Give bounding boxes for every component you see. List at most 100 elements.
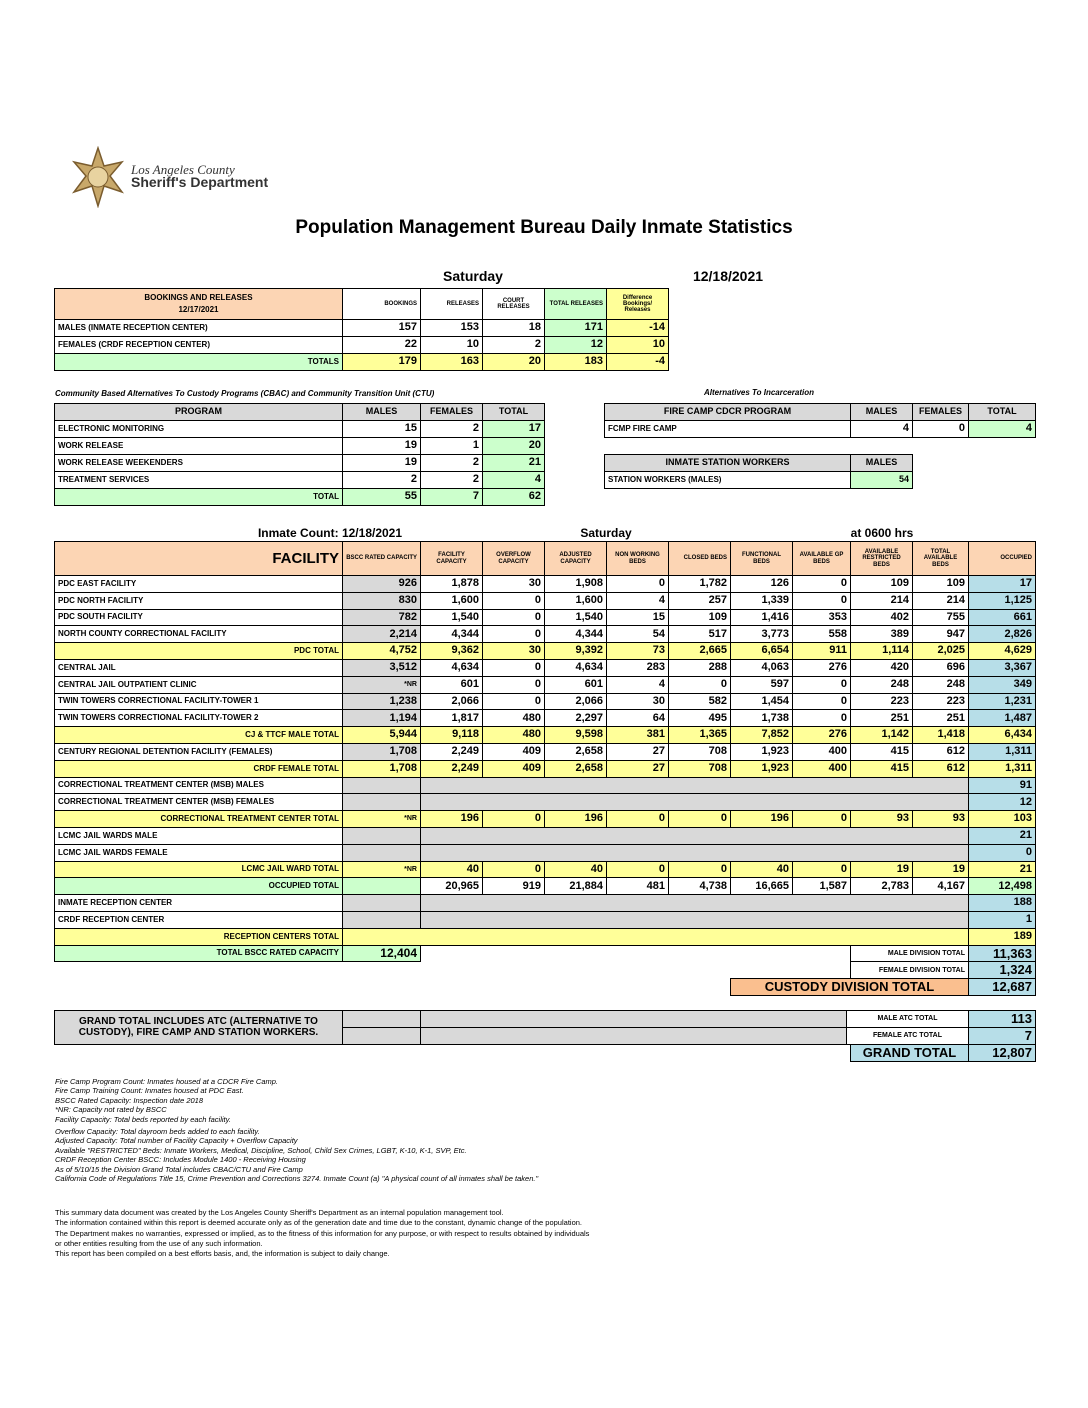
value-cell: 4,634 (420, 659, 483, 677)
value-cell: 283 (606, 659, 669, 677)
value-cell: 517 (668, 625, 731, 644)
value-cell: 196 (420, 810, 483, 828)
value-cell: 0 (912, 420, 969, 438)
value-cell: 3,773 (730, 625, 793, 644)
blank-cell (342, 911, 421, 929)
value-cell: 93 (912, 810, 969, 828)
occupied-cell: 349 (968, 675, 1036, 694)
value-cell: -4 (606, 353, 669, 371)
value-cell: 4,063 (730, 659, 793, 677)
value-cell: 4,752 (342, 642, 421, 660)
value-cell: 183 (544, 353, 607, 371)
value-cell: 0 (482, 860, 545, 879)
blank-cell (342, 894, 421, 912)
facility-label: CORRECTIONAL TREATMENT CENTER TOTAL (54, 810, 343, 828)
row-label: WORK RELEASE WEEKENDERS (54, 454, 343, 472)
footnote: *NR: Capacity not rated by BSCC (55, 1105, 167, 1115)
occupied-cell: 1,311 (968, 759, 1036, 778)
value-cell: 19 (342, 454, 421, 472)
blank-cell (420, 1027, 847, 1045)
facility-label: PDC NORTH FACILITY (54, 591, 343, 610)
value-cell: 3,512 (342, 659, 421, 677)
facility-label: INMATE RECEPTION CENTER (54, 894, 343, 912)
facility-label: OCCUPIED TOTAL (54, 877, 343, 896)
value-cell: 18 (482, 319, 545, 337)
value-cell: 696 (912, 659, 969, 677)
column-header: MALES (850, 403, 913, 421)
footnote: CRDF Reception Center BSCC: Includes Mod… (55, 1155, 306, 1165)
facility-label: PDC SOUTH FACILITY (54, 608, 343, 627)
footnote: California Code of Regulations Title 15,… (55, 1174, 539, 1183)
value-cell: 0 (482, 659, 545, 677)
value-cell: 30 (482, 575, 545, 593)
value-cell: 109 (912, 575, 969, 593)
value-cell: 0 (606, 575, 669, 593)
cbac-title: Community Based Alternatives To Custody … (55, 389, 435, 398)
value-cell: 4 (482, 471, 545, 489)
value-cell: 1,238 (342, 692, 421, 711)
value-cell: 109 (668, 608, 731, 627)
value-cell: 4,167 (912, 877, 969, 896)
facility-label: RECEPTION CENTERS TOTAL (54, 927, 343, 946)
value-cell: 21,884 (544, 877, 607, 896)
value-cell: 2,025 (912, 642, 969, 660)
grand-total-note: GRAND TOTAL INCLUDES ATC (ALTERNATIVE TO… (54, 1010, 343, 1045)
value-cell: 480 (482, 726, 545, 744)
facility-label: CJ & TTCF MALE TOTAL (54, 726, 343, 744)
occupied-cell: 6,434 (968, 726, 1036, 744)
value-cell: 0 (668, 810, 731, 828)
value-cell: 415 (850, 759, 913, 778)
value-cell: 2,665 (668, 642, 731, 660)
value-cell: 196 (730, 810, 793, 828)
value-cell: 276 (792, 726, 851, 744)
blank-cell (342, 927, 969, 946)
value-cell: 248 (850, 675, 913, 694)
facility-label: CRDF RECEPTION CENTER (54, 911, 343, 929)
column-header: PROGRAM (54, 403, 343, 421)
value-cell: 911 (792, 642, 851, 660)
value-cell: 1,114 (850, 642, 913, 660)
occupied-cell: 189 (968, 927, 1036, 946)
occupied-cell: 21 (968, 827, 1036, 845)
disclaimer-line: This report has been compiled on a best … (55, 1249, 390, 1259)
value-cell: 248 (912, 675, 969, 694)
value-cell: 708 (668, 743, 731, 761)
value-cell: 2,658 (544, 743, 607, 761)
facility-label: TWIN TOWERS CORRECTIONAL FACILITY-TOWER … (54, 709, 343, 728)
value-cell: 0 (668, 675, 731, 694)
value-cell: 17 (482, 420, 545, 438)
facility-label: PDC TOTAL (54, 642, 343, 660)
facility-label: LCMC JAIL WARDS MALE (54, 827, 343, 845)
value-cell: 163 (420, 353, 483, 371)
value-cell: 2,214 (342, 625, 421, 644)
grand-total-label: GRAND TOTAL (850, 1044, 969, 1062)
column-header: COURT RELEASES (482, 288, 545, 320)
value-cell: 708 (668, 759, 731, 778)
column-header: INMATE STATION WORKERS (604, 454, 851, 472)
facility-label: CRDF FEMALE TOTAL (54, 759, 343, 778)
footnote: Available "RESTRICTED" Beds: Inmate Work… (55, 1145, 467, 1155)
value-cell: 4,738 (668, 877, 731, 896)
row-label: WORK RELEASE (54, 437, 343, 455)
value-cell: 19 (912, 860, 969, 879)
value-cell: 558 (792, 625, 851, 644)
value-cell: *NR (342, 675, 421, 694)
value-cell: 2,066 (544, 692, 607, 711)
agency-name: Sheriff's Department (131, 174, 269, 190)
value-cell: 481 (606, 877, 669, 896)
value-cell: 2 (342, 471, 421, 489)
value-cell: 926 (342, 575, 421, 593)
value-cell: 0 (482, 608, 545, 627)
value-cell: *NR (342, 810, 421, 828)
value-cell: 10 (420, 336, 483, 354)
inmate-count-label: Inmate Count: 12/18/2021 (257, 526, 403, 540)
column-header: AVAILABLE RESTRICTED BEDS (850, 541, 913, 576)
value-cell: 5,944 (342, 726, 421, 744)
value-cell: 1 (420, 437, 483, 455)
column-header: FUNCTIONAL BEDS (730, 541, 793, 576)
bscc-total-cell: 12,404 (342, 944, 421, 963)
value-cell: 251 (850, 709, 913, 728)
value-cell: 2 (420, 471, 483, 489)
value-cell: 15 (342, 420, 421, 438)
value-cell: 389 (850, 625, 913, 644)
